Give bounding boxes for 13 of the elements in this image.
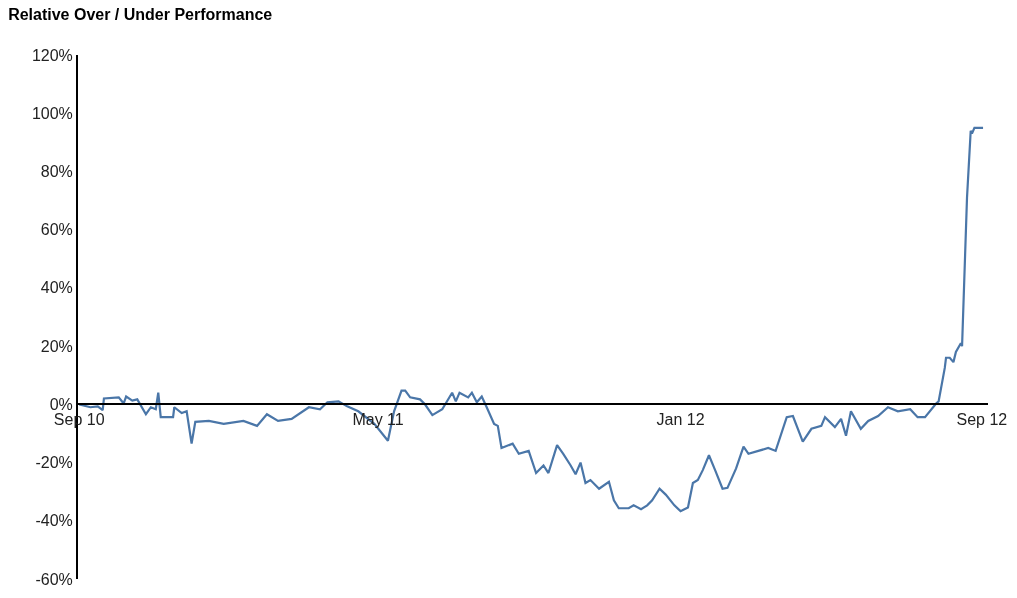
chart-title: Relative Over / Under Performance	[8, 6, 273, 24]
y-tick-label: 20%	[40, 337, 73, 355]
y-tick-label: 60%	[40, 221, 73, 239]
y-tick-label: 40%	[40, 279, 73, 297]
y-tick-label: 80%	[40, 163, 73, 181]
y-tick-label: -40%	[35, 512, 73, 530]
x-tick-label: Sep 12	[956, 410, 1008, 428]
y-tick-label: 100%	[31, 104, 73, 122]
y-tick-label: -60%	[35, 570, 73, 588]
y-tick-label: 0%	[49, 395, 73, 413]
x-tick-label: Jan 12	[656, 410, 705, 428]
y-tick-label: 120%	[31, 46, 73, 64]
y-tick-label: -20%	[35, 454, 73, 472]
